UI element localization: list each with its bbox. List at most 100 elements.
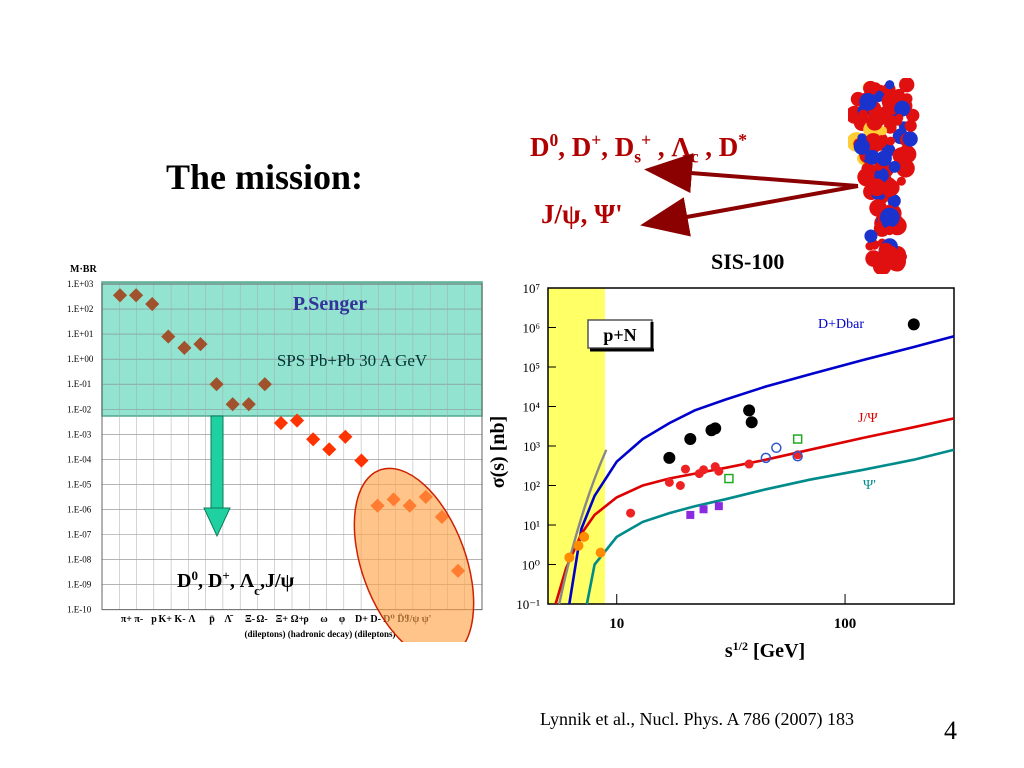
- left-xtick-label: ω: [320, 614, 327, 625]
- charm-arrow-label: D0, D+, Λc,J/ψ: [177, 568, 295, 598]
- left-ytick-label: 1.E-09: [67, 580, 92, 590]
- left-ytick-label: 1.E-03: [67, 429, 92, 439]
- collision-blob: [878, 111, 892, 125]
- left-xtick-label: Λ: [188, 614, 196, 625]
- right-ytick-label: 10³: [523, 439, 540, 454]
- left-xtick-label: Ξ-: [245, 614, 255, 625]
- left-ytick-label: 1.E-10: [67, 605, 92, 615]
- charmonium-label: J/ψ, Ψ': [541, 199, 623, 229]
- reference-citation: Lynnik et al., Nucl. Phys. A 786 (2007) …: [540, 709, 854, 729]
- jpsi-series-label: J/Ψ: [858, 411, 878, 426]
- collision-blob: [865, 250, 882, 267]
- yield-point: [322, 442, 337, 457]
- collision-blob: [886, 136, 896, 146]
- left-ytick-label: 1.E-06: [67, 504, 92, 514]
- collision-blob: [853, 138, 870, 155]
- dd-data-point: [684, 433, 697, 446]
- collision-blob: [876, 150, 892, 167]
- collision-blob: [879, 207, 900, 228]
- sps-box-title: P.Senger: [293, 293, 367, 315]
- left-ytick-label: 1.E+03: [67, 279, 94, 289]
- psi-data-point: [686, 510, 695, 519]
- right-ytick-label: 10⁻¹: [516, 597, 540, 612]
- sps-box-subtitle: SPS Pb+Pb 30 A GeV: [277, 351, 428, 370]
- left-ytick-label: 1.E+01: [67, 329, 93, 339]
- yield-point: [257, 377, 272, 392]
- jpsi-data-point: [744, 459, 754, 469]
- right-ytick-label: 10⁴: [522, 400, 540, 415]
- right-xlabel: s1/2 [GeV]: [725, 639, 805, 662]
- open-data-point: [792, 451, 803, 462]
- left-xtick-label: π+ π-: [121, 614, 144, 625]
- series-curve: [568, 335, 955, 605]
- collision-blob: [899, 78, 915, 93]
- psi-data-point: [699, 505, 708, 514]
- yield-point: [225, 397, 240, 412]
- yield-point: [177, 340, 192, 355]
- legend-text: p+N: [603, 325, 636, 345]
- left-ylabel: M·BR: [70, 264, 97, 275]
- left-xtick-label: p: [151, 614, 157, 625]
- jpsi-data-point: [626, 508, 636, 518]
- collision-blob: [858, 109, 869, 120]
- left-ytick-label: 1.E+02: [67, 304, 93, 314]
- down-arrow: [203, 415, 231, 538]
- right-ytick-label: 10⁷: [522, 281, 540, 296]
- left-xtick-label: ρ: [303, 614, 308, 625]
- collision-blob: [879, 245, 899, 265]
- legend-box: p+N: [587, 319, 654, 352]
- right-ytick-label: 10⁶: [522, 321, 540, 336]
- right-ytick-label: 10⁰: [522, 558, 540, 573]
- collision-blob: [859, 93, 877, 111]
- yield-point: [354, 453, 369, 468]
- open-square-point: [792, 434, 803, 444]
- right-ytick-label: 10⁵: [522, 360, 540, 375]
- dd-data-point: [907, 318, 920, 331]
- collision-blob: [902, 131, 918, 147]
- collision-blob: [895, 113, 904, 123]
- cross-section-chart: 10⁻¹ 10⁰ 10¹ 10² 10³ 10⁴ 10⁵ 10⁶ 10⁷ 10 100 σ(s) …: [487, 281, 955, 662]
- collision-blob: [885, 225, 895, 236]
- collision-blob: [896, 176, 906, 186]
- collision-blob: [888, 161, 901, 173]
- left-frame: [101, 283, 483, 611]
- sis-data-point: [579, 531, 590, 542]
- yield-point: [306, 432, 321, 447]
- series-curve: [585, 448, 955, 605]
- left-xtick-label: Λ̄: [224, 614, 233, 625]
- left-xtick-label: p̄: [209, 614, 215, 625]
- dd-data-point: [709, 422, 722, 435]
- yield-point: [273, 415, 289, 431]
- collision-blob: [887, 194, 901, 208]
- right-xtick-label: 100: [834, 616, 857, 632]
- left-ytick-label: 1.E-02: [67, 404, 91, 414]
- sis-extrapolation-curve: [558, 449, 608, 605]
- charm-region-ellipse: [353, 467, 475, 642]
- arrow-to-charm: [644, 153, 859, 194]
- psiprime-series-label: Ψ': [863, 478, 876, 493]
- right-ytick-label: 10¹: [523, 518, 540, 533]
- yield-chart: M·BR 1.E+03 1.E+02 1.E+01 1.E+00 1.E-01 1.E-0…: [67, 264, 483, 642]
- collision-blob: [894, 149, 905, 160]
- left-ytick-label: 1.E+00: [67, 354, 94, 364]
- jpsi-data-point: [714, 466, 724, 476]
- yield-point: [289, 413, 305, 428]
- arrow-to-charmonium: [640, 184, 859, 237]
- psi-data-point: [714, 502, 723, 511]
- jpsi-data-point: [675, 481, 685, 490]
- open-data-point: [771, 442, 782, 454]
- sis100-label: SIS-100: [711, 249, 785, 274]
- collision-blob: [857, 133, 867, 143]
- collision-blob: [882, 184, 896, 198]
- left-xtick-label: K+ K-: [158, 614, 185, 625]
- page-number: 4: [944, 716, 957, 745]
- sis-data-point: [595, 547, 606, 558]
- open-square-point: [724, 473, 734, 484]
- jpsi-data-point: [664, 477, 674, 487]
- collision-blob: [859, 170, 875, 186]
- yield-point: [338, 429, 353, 444]
- series-curve: [554, 417, 955, 605]
- jpsi-data-point: [699, 465, 709, 475]
- sis-data-point: [573, 540, 584, 551]
